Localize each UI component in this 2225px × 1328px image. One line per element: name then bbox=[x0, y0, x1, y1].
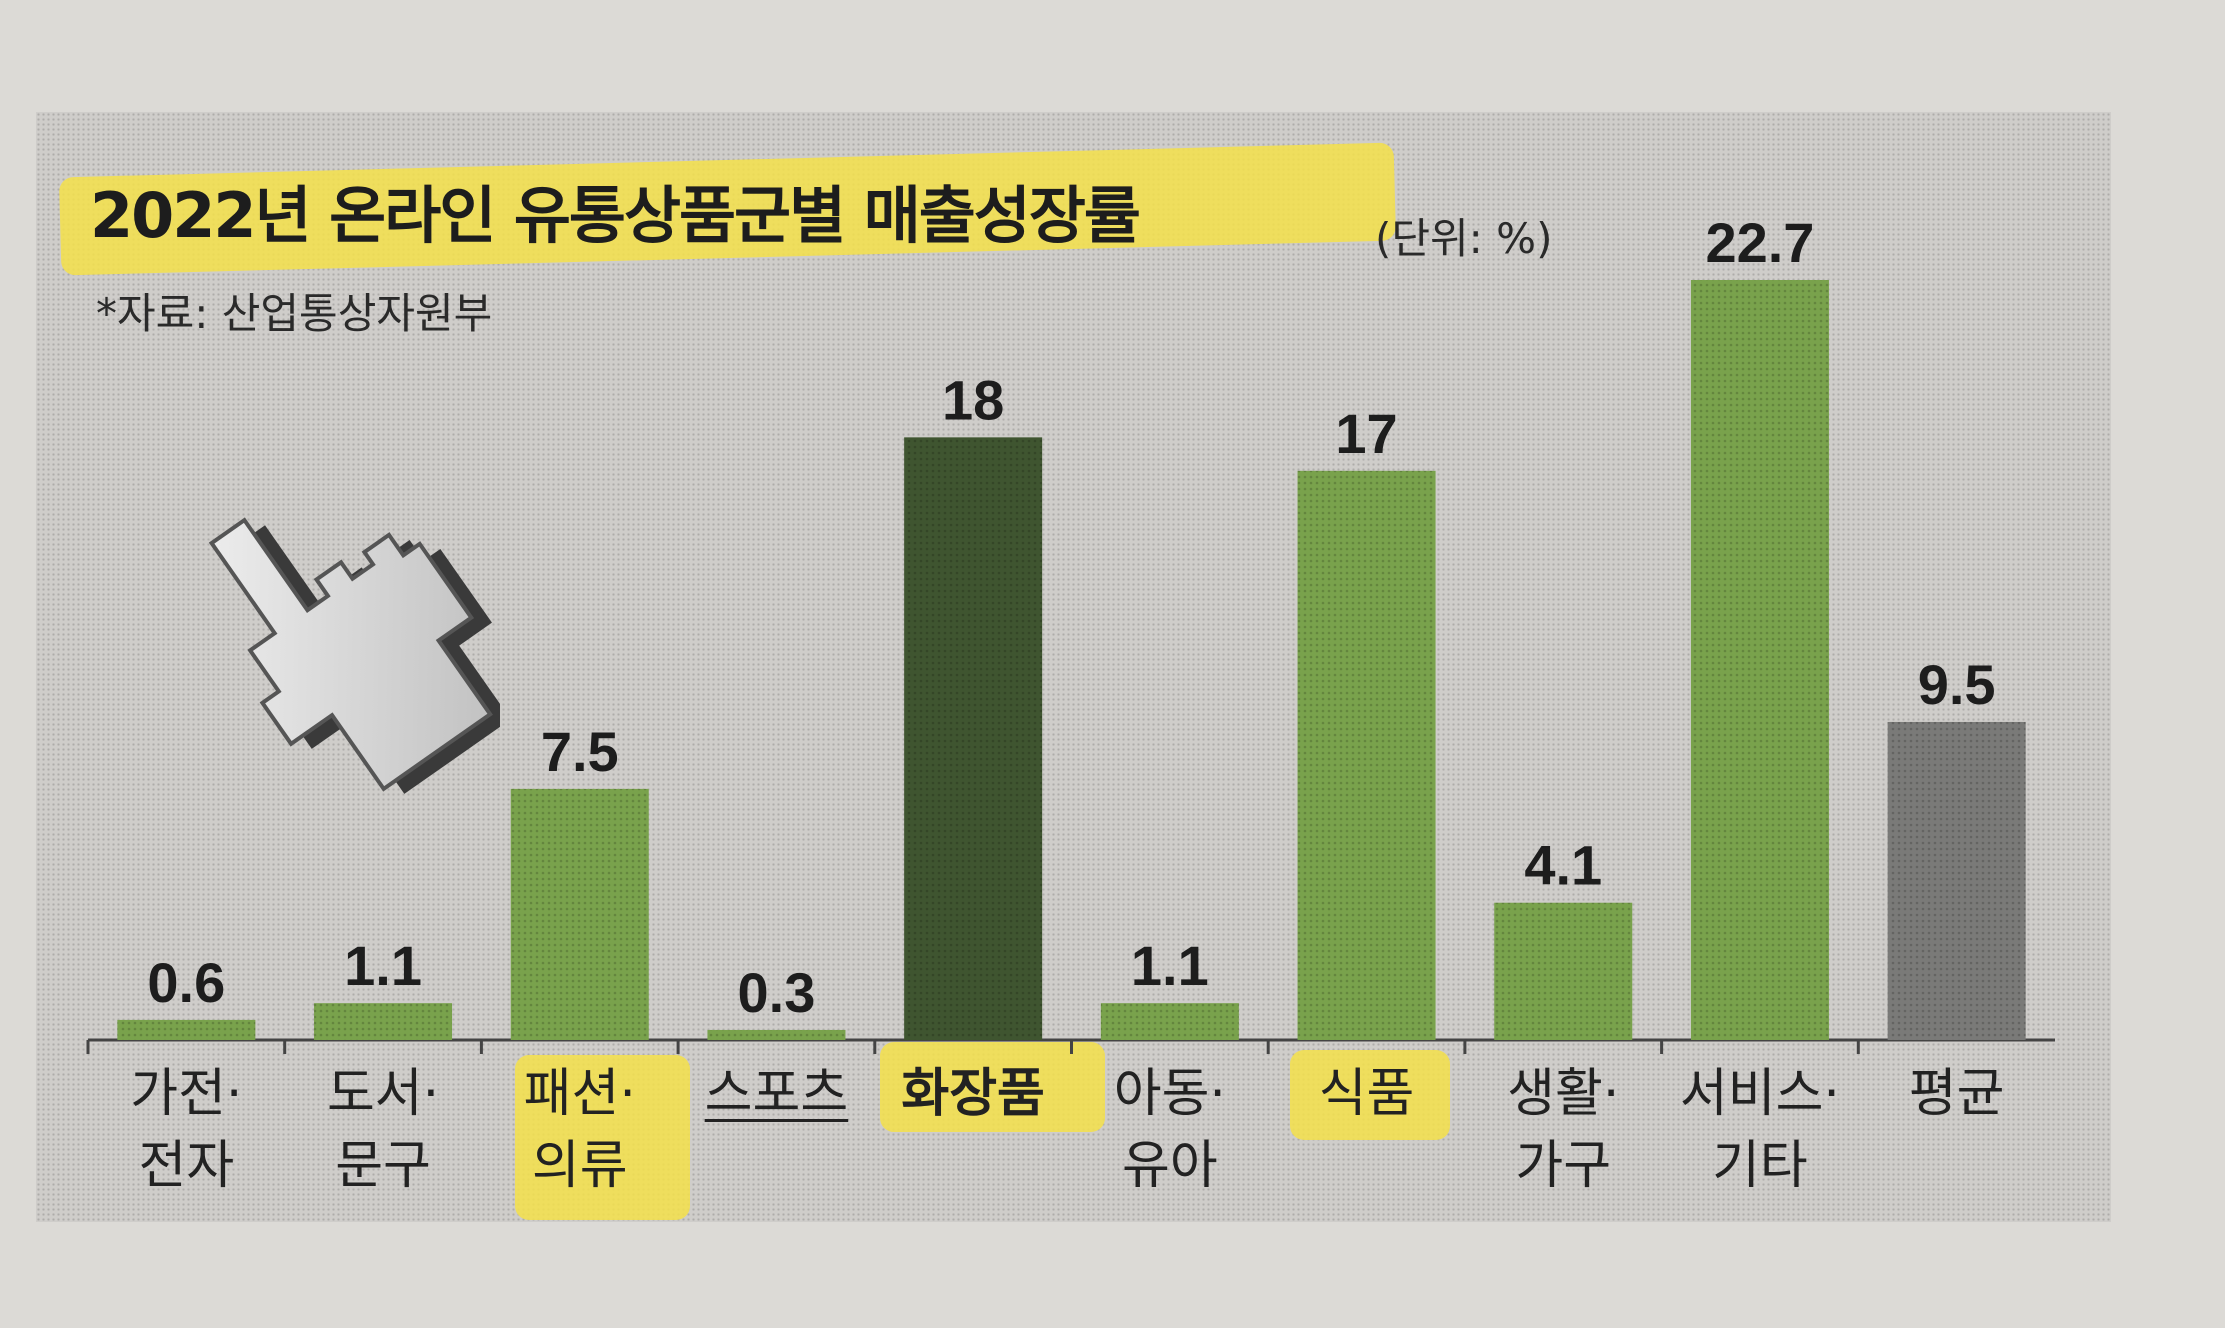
label-highlight-food bbox=[1290, 1050, 1450, 1140]
bar-texture bbox=[707, 1029, 846, 1040]
bar-texture bbox=[314, 1003, 453, 1040]
bar-value-label: 22.7 bbox=[1705, 211, 1814, 274]
category-label: 식품 bbox=[1318, 1064, 1415, 1124]
chart-title: 2022년 온라인 유통상품군별 매출성장률 bbox=[90, 179, 1141, 252]
bar-value-label: 4.1 bbox=[1524, 834, 1602, 897]
category-label: 평균 bbox=[1908, 1064, 2005, 1124]
bar-value-label: 0.3 bbox=[738, 961, 816, 1024]
bar-texture bbox=[117, 1019, 256, 1040]
source-label: *자료: 산업통상자원부 bbox=[96, 289, 493, 338]
category-label: 아동· 유아 bbox=[1113, 1064, 1226, 1196]
unit-label: (단위: %) bbox=[1375, 214, 1553, 263]
bar-value-label: 7.5 bbox=[541, 720, 619, 783]
bar-texture bbox=[1100, 1003, 1239, 1040]
category-label: 스포츠 bbox=[704, 1064, 849, 1124]
bar-value-label: 1.1 bbox=[344, 934, 422, 997]
category-label: 생활· 가구 bbox=[1507, 1064, 1620, 1196]
category-label: 도서· 문구 bbox=[326, 1064, 440, 1196]
bar-texture bbox=[1494, 902, 1633, 1040]
category-label: 패션· 의류 bbox=[523, 1064, 636, 1196]
bar-value-label: 1.1 bbox=[1131, 934, 1209, 997]
label-highlight-cosmetics bbox=[880, 1042, 1105, 1132]
bar-texture bbox=[1887, 721, 2026, 1040]
category-label: 가전· 전자 bbox=[130, 1064, 243, 1196]
bar-texture bbox=[510, 788, 649, 1040]
category-label: 서비스· 기타 bbox=[1679, 1064, 1840, 1196]
bar-value-label: 9.5 bbox=[1918, 653, 1996, 716]
bar-value-label: 0.6 bbox=[147, 951, 225, 1014]
bar-value-label: 17 bbox=[1335, 402, 1397, 465]
pointing-hand-cursor-icon bbox=[160, 450, 511, 804]
bar-texture bbox=[904, 437, 1043, 1041]
bar-texture bbox=[1297, 470, 1436, 1040]
bar-value-label: 18 bbox=[942, 368, 1004, 431]
bar-texture bbox=[1690, 280, 1829, 1040]
category-label: 화장품 bbox=[901, 1064, 1045, 1124]
label-highlight-fashion bbox=[515, 1055, 690, 1220]
